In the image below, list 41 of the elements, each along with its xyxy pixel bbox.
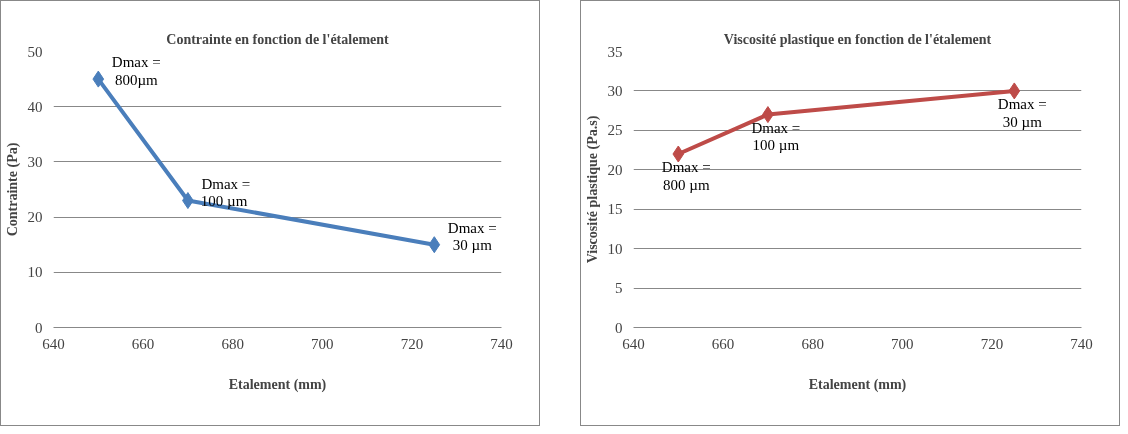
x-tick-label: 700 [891,335,914,352]
annotation: Dmax = 30 µm [997,96,1047,130]
y-tick-label: 10 [27,264,43,281]
x-tick-label: 700 [311,335,334,352]
y-tick-label: 35 [607,43,623,60]
y-tick-label: 20 [607,161,623,178]
x-tick-label: 640 [42,335,65,352]
x-tick-label: 740 [1070,335,1093,352]
y-tick-label: 5 [615,280,623,297]
point [672,145,685,163]
point [428,236,441,254]
chart-title: Contrainte en fonction de l'étalement [166,31,390,47]
x-tick-label: 640 [622,335,645,352]
y-tick-label: 50 [27,43,43,60]
point [1008,82,1021,100]
y-tick-label: 0 [615,319,623,336]
y-tick-label: 30 [607,82,623,99]
annotation: Dmax = 30 µm [447,219,497,254]
y-tick-label: 40 [27,98,43,115]
x-tick-label: 680 [801,335,824,352]
x-axis-title: Etalement (mm) [228,376,327,393]
y-tick-label: 0 [35,319,43,336]
x-axis-title: Etalement (mm) [808,376,907,393]
annotation: Dmax = 100 µm [751,119,801,154]
x-tick-label: 720 [980,335,1004,352]
annotation: Dmax = 800 µm [661,159,711,193]
x-tick-label: 660 [131,335,155,352]
x-tick-label: 740 [490,335,513,352]
y-tick-label: 15 [607,201,623,218]
y-tick-label: 25 [607,122,623,139]
x-tick-label: 660 [711,335,735,352]
chart-title: Viscosité plastique en fonction de l'étalement [723,31,992,47]
x-tick-label: 680 [221,335,244,352]
annotation: Dmax = 800µm [111,54,161,88]
y-tick-label: 20 [27,209,43,226]
y-axis-title: Contrainte (Pa) [4,142,21,237]
point [92,70,105,88]
y-tick-label: 30 [27,153,43,170]
y-tick-label: 10 [607,240,623,257]
x-tick-label: 720 [400,335,424,352]
y-axis-title: Viscosité plastique (Pa.s) [584,115,601,264]
